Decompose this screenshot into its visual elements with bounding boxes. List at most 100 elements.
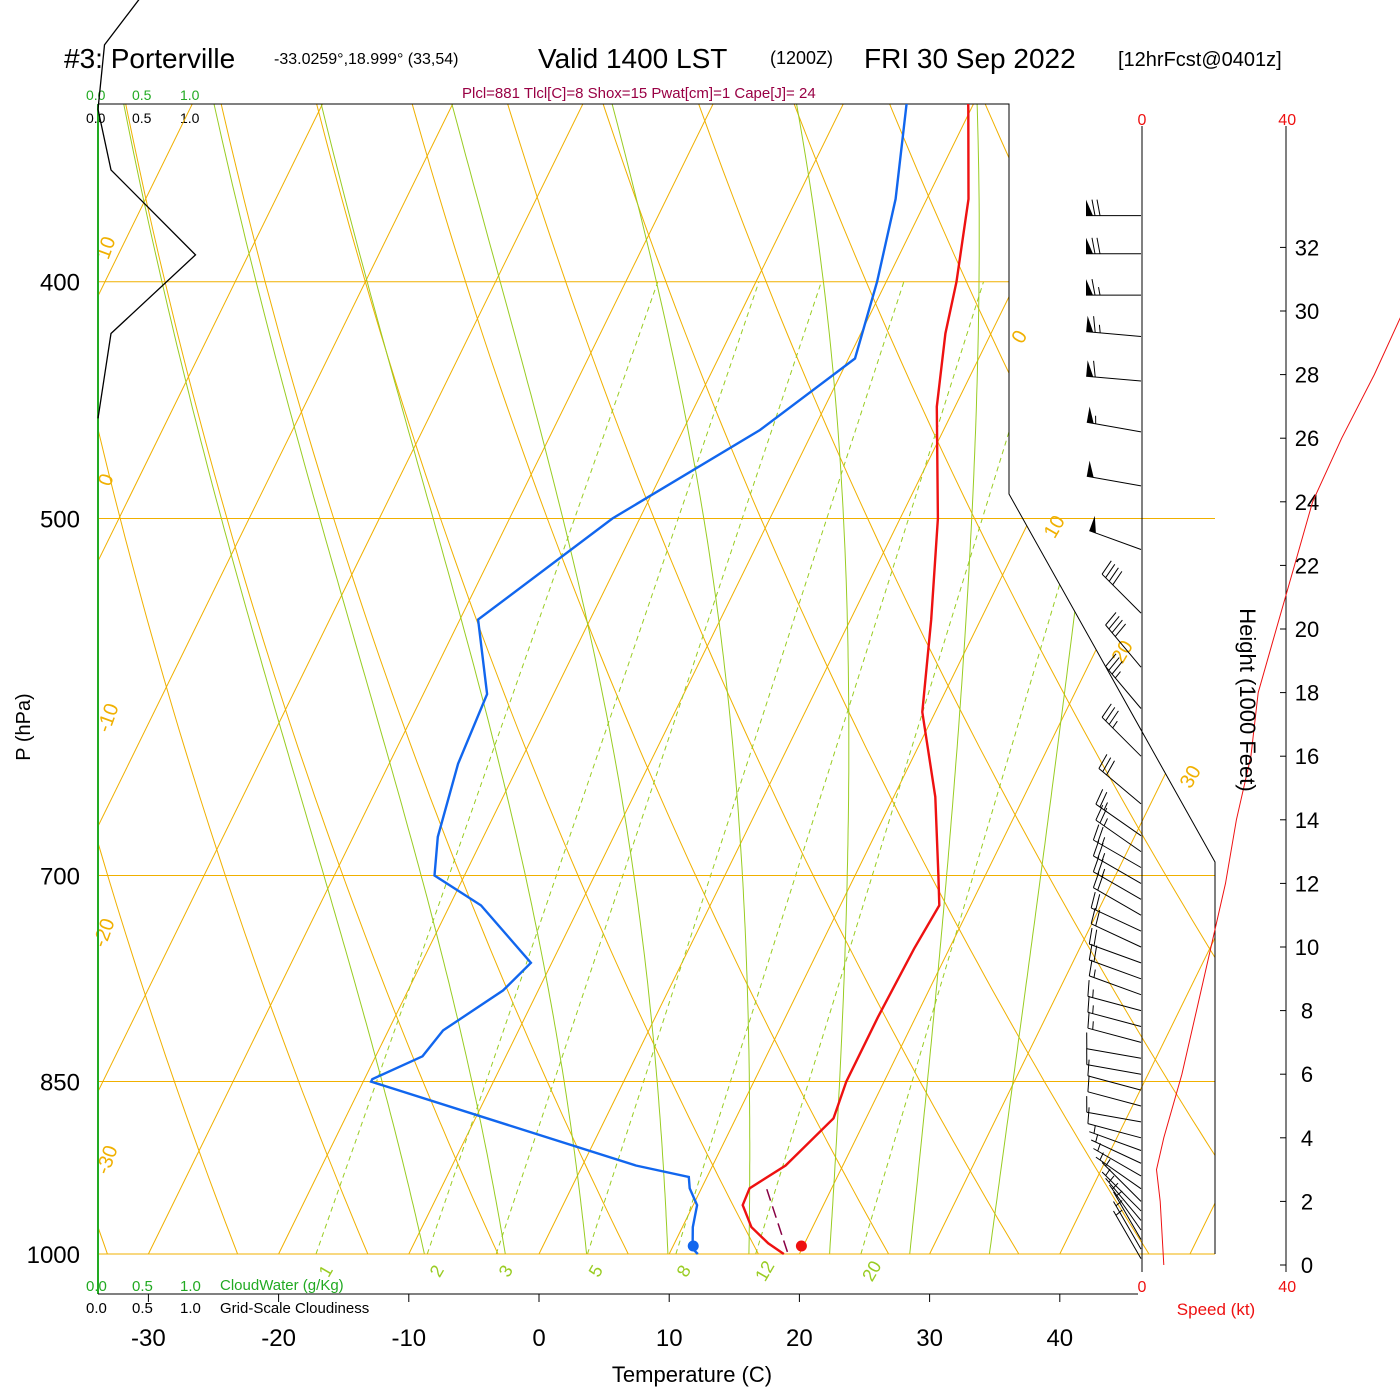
height-tick-label: 6 [1301,1062,1313,1087]
wind-barb-staff [1093,887,1142,916]
wind-barb [1087,1011,1142,1043]
pressure-tick-label: 1000 [27,1242,80,1269]
moist-adiabat-line [903,104,980,1254]
wind-barb [1086,1048,1142,1075]
wind-barb-staff [1095,803,1142,837]
wind-barb-staff [1105,666,1142,709]
wind-barb-feather [1090,907,1096,924]
wind-barb [1087,1075,1142,1107]
wind-barb-pennant [1086,279,1093,296]
isotherm-label: 10 [1040,512,1070,542]
cloud-bottom-green-0: 0.0 [86,1278,107,1295]
wind-barb-feather [1096,199,1101,216]
wind-barb-feather [1108,567,1119,582]
wind-barb-half-feather [1115,1209,1123,1216]
wind-barb-pennant [1089,515,1096,534]
mixing-ratio-label: 3 [495,1262,517,1281]
frame-border [98,103,1216,1254]
dry-adiabat-line [912,104,1215,1254]
height-axis-title: Height (1000 Feet) [1235,608,1260,791]
speed-tick-label-top: 0 [1138,112,1147,129]
wind-barb [1090,907,1142,948]
dry-adiabat-line [569,104,1215,1254]
wind-barb-feather [1087,1107,1090,1124]
x-tick-label: 20 [786,1325,813,1352]
wind-barb-staff [1086,1048,1142,1059]
cloud-top-black-1: 0.5 [132,110,152,126]
isotherm-line [1059,104,1215,1254]
mixing-ratio-line [586,281,905,1254]
wind-barb-staff [1086,421,1142,433]
wind-barb-half-feather [1098,287,1101,296]
wind-barb-half-feather [1092,989,1094,998]
wind-barb-half-feather [1111,1182,1119,1190]
wind-barb [1087,995,1142,1027]
cloudwater-label: CloudWater (g/Kg) [220,1277,344,1294]
wind-barb [1090,1134,1142,1164]
wind-barb-feather [1105,653,1117,667]
cloud-bottom-green-2: 1.0 [180,1278,201,1295]
wind-barb-feather [1088,959,1093,976]
moist-adiabat-line [234,104,593,1254]
cloud-axis-bottom: 0.0 0.5 1.0 CloudWater (g/Kg) 0.0 0.5 1.… [86,1277,369,1317]
wind-barb-half-feather [1101,868,1106,877]
wind-barb [1095,789,1142,837]
wind-barb-staff [1113,1201,1142,1250]
wind-barb-half-feather [1103,818,1108,827]
speed-axis-title: Speed (kt) [1177,1300,1255,1319]
wind-barb-staff [1090,923,1142,948]
wind-barb-staff [1086,331,1142,337]
wind-barb-half-feather [1093,969,1096,978]
wind-barb-staff [1086,1064,1142,1075]
wind-barb-feather [1099,807,1108,824]
x-tick-label: 0 [532,1325,545,1352]
wind-barb-feather [1096,237,1101,254]
wind-barb-half-feather [1092,1005,1094,1014]
wind-barb-half-feather [1092,1021,1094,1030]
isotherm-line [408,104,1215,1254]
isotherm-line [538,104,1215,1254]
wind-barb-staff [1093,1148,1142,1177]
wind-barb-feather [1114,623,1126,637]
mixing-ratio-line [860,281,1151,1254]
wind-barb [1086,315,1142,337]
x-tick-label: 30 [916,1325,943,1352]
wind-barb-feather [1097,826,1104,843]
height-tick-label: 2 [1301,1189,1313,1214]
x-tick-label: -30 [131,1325,166,1352]
height-tick-label: 0 [1301,1253,1313,1278]
height-tick-label: 24 [1295,490,1319,515]
isotherm-line [98,104,207,1254]
wind-barb-staff [1087,1123,1142,1139]
mixing-ratio-line [315,281,659,1254]
wind-barb-staff [1101,1171,1142,1212]
cloud-bottom-green-1: 0.5 [132,1278,153,1295]
dry-adiabat-line [484,104,1183,1254]
wind-barb [1105,1175,1142,1221]
wind-barb-staff [1105,624,1142,668]
dry-adiabat-line [98,104,127,1254]
wind-barb-staff [1087,1011,1142,1027]
wind-barb-feather [1105,707,1116,722]
wind-barb [1113,1209,1142,1259]
dry-adiabat-line [398,104,1051,1254]
wind-barb-feather [1087,995,1090,1013]
speed-tick-label-bottom: 0 [1138,1279,1147,1296]
wind-panel: 0040408080120120024681012141618202224262… [1085,112,1400,1296]
temperature-line [741,104,970,1255]
wind-barb-pennant [1086,360,1094,377]
y-axis-title: P (hPa) [13,693,35,760]
dry-adiabat-line [741,104,1215,1254]
wind-barb-staff [1087,1027,1142,1043]
wind-barb-staff [1090,1139,1142,1164]
cloud-top-green-2: 1.0 [180,87,200,103]
sounding-profiles [369,104,970,1255]
wind-barb-feather [1095,789,1104,805]
wind-barb [1101,703,1142,757]
wind-barb-feather [1088,927,1093,945]
wind-barb-feather [1092,824,1100,841]
wind-barb-staff [1086,1111,1142,1123]
wind-barb-staff [1095,819,1142,853]
wind-barb-staff [1087,995,1142,1012]
